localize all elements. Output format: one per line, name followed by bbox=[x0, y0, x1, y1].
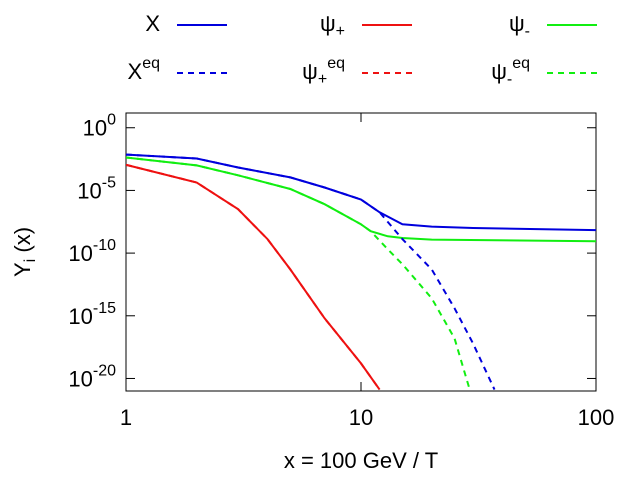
y-tick-label: 100​ bbox=[83, 112, 116, 141]
legend-label: ψ+​ bbox=[320, 11, 345, 40]
y-tick-label: 10-5​ bbox=[77, 175, 116, 204]
y-tick-label: 10-10​ bbox=[68, 237, 116, 266]
legend-label: ψ+​eq​ bbox=[302, 55, 345, 88]
y-axis-label: Yi​ (x) bbox=[10, 227, 39, 277]
series-line bbox=[126, 163, 381, 391]
legend-label: ψ-​eq​ bbox=[491, 55, 530, 88]
x-tick-label: 1 bbox=[120, 405, 132, 430]
y-tick-label: 10-20​ bbox=[68, 363, 116, 392]
x-axis-label: x = 100 GeV / T bbox=[284, 448, 438, 473]
y-tick-label: 10-15​ bbox=[68, 300, 116, 329]
x-tick-label: 100 bbox=[578, 405, 615, 430]
series-line bbox=[126, 156, 471, 390]
plot-lines bbox=[126, 153, 596, 391]
series-line bbox=[126, 153, 496, 391]
plot-frame bbox=[125, 112, 597, 392]
legend-label: X bbox=[145, 11, 160, 36]
series-line bbox=[126, 163, 381, 391]
legend-label: Xeq​ bbox=[128, 55, 160, 84]
x-tick-label: 10 bbox=[349, 405, 373, 430]
legend-label: ψ-​ bbox=[509, 11, 530, 40]
